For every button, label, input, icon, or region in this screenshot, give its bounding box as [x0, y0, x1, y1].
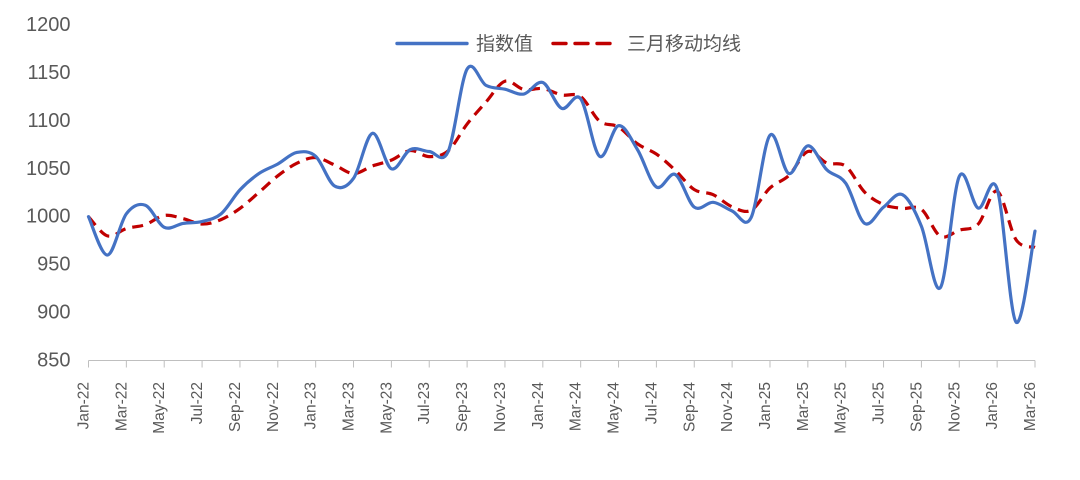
- svg-text:Nov-23: Nov-23: [492, 382, 509, 432]
- svg-text:Mar-25: Mar-25: [795, 382, 812, 431]
- svg-text:Sep-25: Sep-25: [908, 382, 925, 432]
- svg-text:Jul-25: Jul-25: [871, 382, 888, 424]
- svg-text:950: 950: [37, 254, 70, 276]
- svg-text:Jul-22: Jul-22: [189, 382, 206, 424]
- svg-text:Jan-23: Jan-23: [303, 382, 320, 429]
- svg-text:Jan-22: Jan-22: [76, 382, 93, 429]
- svg-text:Nov-22: Nov-22: [265, 382, 282, 432]
- svg-text:Mar-23: Mar-23: [341, 382, 358, 431]
- svg-text:1000: 1000: [26, 206, 71, 228]
- svg-text:Jan-26: Jan-26: [984, 382, 1001, 429]
- svg-text:Sep-23: Sep-23: [454, 382, 471, 432]
- svg-text:850: 850: [37, 350, 70, 372]
- svg-text:三月移动均线: 三月移动均线: [627, 33, 741, 55]
- svg-text:1150: 1150: [27, 62, 70, 84]
- svg-text:Sep-22: Sep-22: [227, 382, 244, 432]
- svg-text:Jul-24: Jul-24: [643, 382, 660, 425]
- svg-text:Mar-26: Mar-26: [1022, 382, 1039, 431]
- svg-text:May-25: May-25: [833, 382, 850, 434]
- svg-text:May-22: May-22: [151, 382, 168, 434]
- svg-text:Nov-25: Nov-25: [946, 382, 963, 432]
- svg-text:Jan-25: Jan-25: [757, 382, 774, 429]
- svg-text:1100: 1100: [27, 110, 70, 132]
- svg-text:指数值: 指数值: [476, 33, 533, 55]
- svg-text:May-24: May-24: [606, 382, 623, 434]
- svg-text:1200: 1200: [26, 14, 71, 36]
- svg-text:900: 900: [37, 302, 70, 324]
- svg-text:Nov-24: Nov-24: [719, 382, 736, 432]
- svg-text:Jan-24: Jan-24: [530, 382, 547, 430]
- svg-text:Mar-22: Mar-22: [113, 382, 130, 431]
- svg-text:1050: 1050: [26, 158, 71, 180]
- svg-text:Mar-24: Mar-24: [568, 382, 585, 431]
- svg-text:Sep-24: Sep-24: [681, 382, 698, 432]
- svg-text:May-23: May-23: [378, 382, 395, 434]
- svg-text:Jul-23: Jul-23: [416, 382, 433, 424]
